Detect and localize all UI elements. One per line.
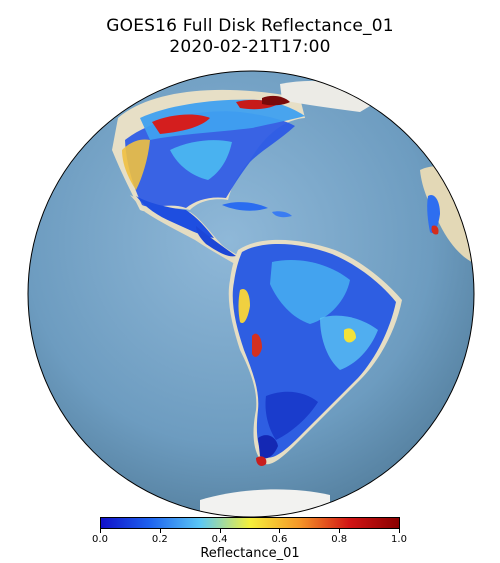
colorbar-tick-label: 0.4 <box>211 534 228 545</box>
reflectance-mexico <box>136 196 214 238</box>
reflectance-patagonia <box>258 435 278 459</box>
reflectance-africa-coast <box>427 194 440 234</box>
colorbar-tick <box>399 529 400 533</box>
reflectance-brazil-cyan <box>320 315 378 370</box>
colorbar-tick-label: 0.0 <box>92 534 108 545</box>
reflectance-andes-yellow <box>238 288 250 324</box>
reflectance-andes-red <box>252 333 262 357</box>
colorbar-tick-label: 0.2 <box>151 534 168 545</box>
colorbar-tick-label: 0.6 <box>271 534 288 545</box>
reflectance-plains-cyan <box>170 140 232 180</box>
map-title: GOES16 Full Disk Reflectance_01 <box>106 16 394 36</box>
colorbar-tick <box>159 529 161 533</box>
colorbar-tick-label: 1.0 <box>391 534 407 545</box>
reflectance-central-america <box>196 226 236 257</box>
reflectance-rockies-mix <box>122 139 150 190</box>
colorbar-tick-label: 0.8 <box>331 534 348 545</box>
colorbar-tick <box>219 529 221 533</box>
reflectance-overlay <box>122 95 440 466</box>
map-timestamp: 2020-02-21T17:00 <box>169 37 331 57</box>
colorbar-label: Reflectance_01 <box>200 546 300 561</box>
reflectance-africa-red <box>431 225 439 235</box>
reflectance-hispaniola <box>272 211 292 218</box>
reflectance-labrador-darkred <box>262 95 290 106</box>
reflectance-brazil-yellow <box>344 328 356 343</box>
reflectance-amazon-cyan <box>270 260 350 324</box>
colorbar-tick <box>339 529 341 533</box>
reflectance-tierra-del-fuego-red <box>256 456 267 466</box>
colorbar-tick <box>100 529 101 533</box>
reflectance-canada-red <box>152 114 210 134</box>
reflectance-pampas <box>265 391 318 440</box>
reflectance-cuba <box>222 202 268 211</box>
colorbar <box>100 517 400 529</box>
colorbar-tick <box>279 529 281 533</box>
